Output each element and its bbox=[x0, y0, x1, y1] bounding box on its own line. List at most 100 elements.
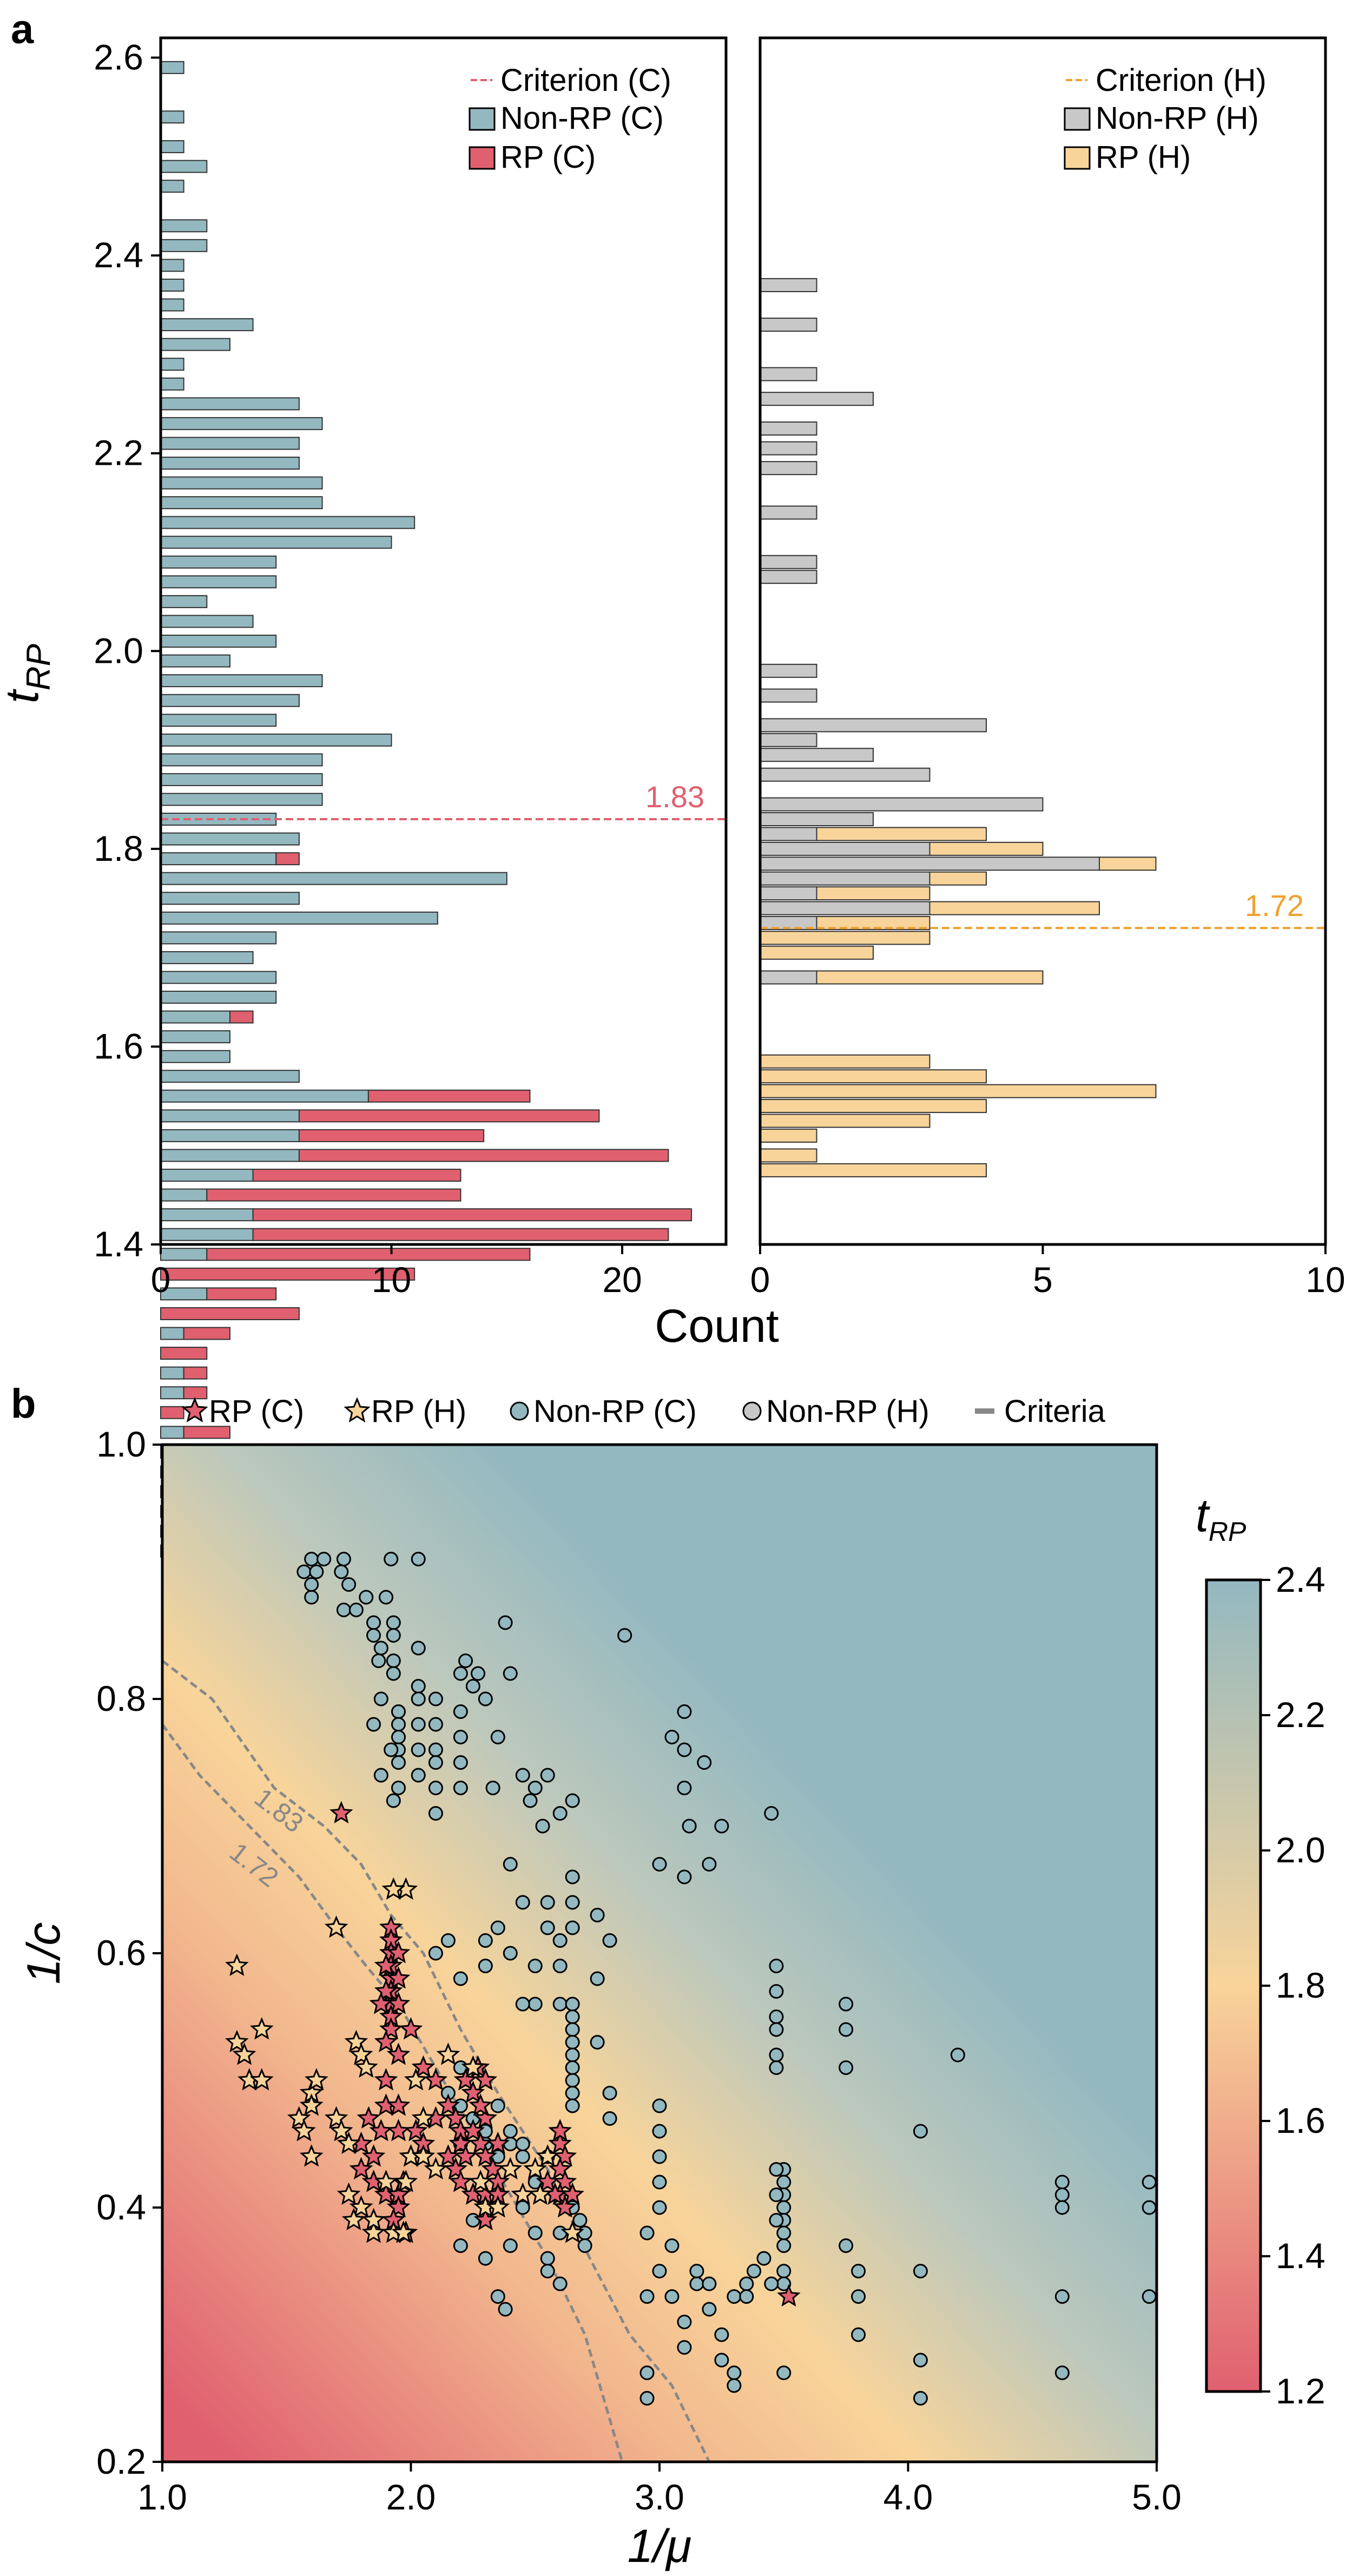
hist-left-bar-nonrp bbox=[160, 110, 184, 124]
point-non-rp-c- bbox=[490, 1920, 505, 1935]
point-non-rp-c- bbox=[652, 2098, 667, 2113]
point-non-rp-c- bbox=[515, 1997, 530, 2012]
hist-left-bar-nonrp bbox=[160, 1149, 300, 1162]
point-non-rp-c- bbox=[503, 1666, 518, 1681]
point-rp-c- bbox=[386, 1966, 411, 1989]
hist-left-bar-nonrp bbox=[160, 536, 392, 549]
point-non-rp-c- bbox=[458, 1653, 473, 1668]
point-rp-h- bbox=[411, 2144, 436, 2167]
point-rp-h- bbox=[299, 2144, 324, 2167]
hist-left-bar-rp bbox=[229, 1010, 254, 1024]
point-rp-c- bbox=[461, 2119, 485, 2142]
legend-b-label: RP (C) bbox=[209, 1394, 304, 1429]
point-non-rp-c- bbox=[373, 1691, 388, 1707]
point-rp-c- bbox=[361, 2144, 386, 2167]
point-non-rp-c- bbox=[540, 2251, 555, 2266]
point-non-rp-c- bbox=[664, 2238, 680, 2253]
hist-left-bar-nonrp bbox=[160, 278, 184, 292]
point-non-rp-c- bbox=[682, 1819, 697, 1834]
hist-left-bar-rp bbox=[252, 1208, 692, 1222]
legend-rp-h: RP (H) bbox=[1096, 140, 1191, 175]
point-non-rp-c- bbox=[839, 2022, 854, 2037]
point-non-rp-c- bbox=[391, 1704, 406, 1719]
point-non-rp-c- bbox=[590, 1908, 605, 1922]
point-rp-h- bbox=[394, 2170, 418, 2192]
point-non-rp-c- bbox=[552, 2276, 568, 2291]
hist-right-bar-nonrp bbox=[760, 461, 817, 476]
point-non-rp-c- bbox=[652, 2124, 667, 2139]
point-non-rp-c- bbox=[428, 1755, 443, 1770]
hist-left-bar-nonrp bbox=[160, 872, 507, 885]
point-non-rp-c- bbox=[565, 1895, 580, 1910]
point-non-rp-c- bbox=[689, 2264, 704, 2278]
point-non-rp-c- bbox=[428, 1946, 443, 1961]
point-rp-h- bbox=[486, 2195, 510, 2218]
point-non-rp-c- bbox=[1054, 2289, 1070, 2304]
hist-left-bar-nonrp bbox=[160, 892, 300, 905]
point-non-rp-c- bbox=[652, 2149, 667, 2164]
point-non-rp-c- bbox=[411, 1691, 426, 1707]
hist-right-bar-nonrp bbox=[760, 733, 817, 747]
point-non-rp-c- bbox=[478, 2251, 493, 2266]
point-rp-h- bbox=[523, 2157, 548, 2180]
hist-left-bar-nonrp bbox=[160, 674, 323, 688]
histogram-right: 1.72 0 5 10 bbox=[750, 36, 1345, 1300]
hist-left-bar-nonrp bbox=[160, 1248, 208, 1261]
y-tick-label-b: 0.8 bbox=[96, 1678, 146, 1718]
point-non-rp-c- bbox=[503, 1946, 518, 1961]
hist-left-bar-nonrp bbox=[160, 1169, 254, 1182]
point-non-rp-c- bbox=[1054, 2366, 1070, 2380]
point-non-rp-c- bbox=[677, 2315, 692, 2329]
hist-left-bar-nonrp bbox=[160, 991, 277, 1004]
hist-right-bar-nonrp bbox=[760, 901, 931, 915]
hist-left-bar-nonrp bbox=[160, 1386, 184, 1400]
point-non-rp-c- bbox=[769, 1959, 784, 1973]
point-rp-c- bbox=[473, 2144, 498, 2167]
hist-right-bar-nonrp bbox=[760, 748, 874, 762]
hist-right-bar-nonrp bbox=[760, 505, 817, 520]
hist-left-bar-nonrp bbox=[160, 496, 323, 510]
point-rp-c- bbox=[369, 2119, 393, 2142]
point-non-rp-c- bbox=[677, 1781, 692, 1795]
hist-left-bar-nonrp bbox=[160, 733, 392, 747]
point-non-rp-c- bbox=[950, 2047, 965, 2063]
point-non-rp-c- bbox=[664, 1730, 680, 1744]
legend-b-label: Criteria bbox=[1004, 1394, 1106, 1429]
point-rp-h- bbox=[404, 2068, 428, 2091]
legend-b-label: RP (H) bbox=[371, 1394, 466, 1429]
hist-left-bar-nonrp bbox=[160, 61, 184, 74]
point-non-rp-c- bbox=[839, 2238, 854, 2253]
legend-b-marker bbox=[344, 1397, 371, 1422]
point-non-rp-c- bbox=[515, 2149, 530, 2164]
hist-left-bar-rp bbox=[160, 1347, 208, 1360]
hist-right-xtick-label: 0 bbox=[750, 1260, 770, 1300]
hist-left-bar-nonrp bbox=[160, 417, 323, 430]
point-rp-h- bbox=[528, 2182, 552, 2205]
point-rp-h- bbox=[337, 2131, 361, 2155]
point-non-rp-c- bbox=[478, 1933, 493, 1948]
point-non-rp-c- bbox=[565, 2047, 580, 2063]
legend-b-marker bbox=[181, 1397, 208, 1422]
point-non-rp-c- bbox=[453, 1730, 468, 1744]
hist-left-frame bbox=[159, 36, 728, 1246]
point-non-rp-c- bbox=[839, 1997, 854, 2012]
point-rp-h- bbox=[232, 2043, 256, 2065]
point-non-rp-c- bbox=[714, 2327, 729, 2342]
panel-label-b: b bbox=[11, 1381, 36, 1427]
point-non-rp-c- bbox=[304, 1590, 319, 1605]
point-non-rp-c- bbox=[639, 2391, 655, 2406]
hist-right-bar-nonrp bbox=[760, 827, 817, 841]
hist-left-bar-rp bbox=[275, 852, 300, 866]
point-non-rp-c- bbox=[577, 2225, 592, 2241]
point-non-rp-c- bbox=[527, 1959, 543, 1973]
hist-right-bar-rp bbox=[760, 1069, 987, 1084]
point-non-rp-c- bbox=[304, 1577, 319, 1592]
hist-left-bar-nonrp bbox=[160, 397, 300, 411]
point-rp-c- bbox=[473, 2106, 498, 2129]
point-non-rp-c- bbox=[391, 1717, 406, 1732]
point-non-rp-c- bbox=[602, 2111, 617, 2126]
hist-left-bar-nonrp bbox=[160, 694, 300, 707]
point-non-rp-c- bbox=[769, 2060, 784, 2075]
point-non-rp-c- bbox=[639, 2225, 655, 2241]
point-non-rp-c- bbox=[535, 1819, 550, 1834]
